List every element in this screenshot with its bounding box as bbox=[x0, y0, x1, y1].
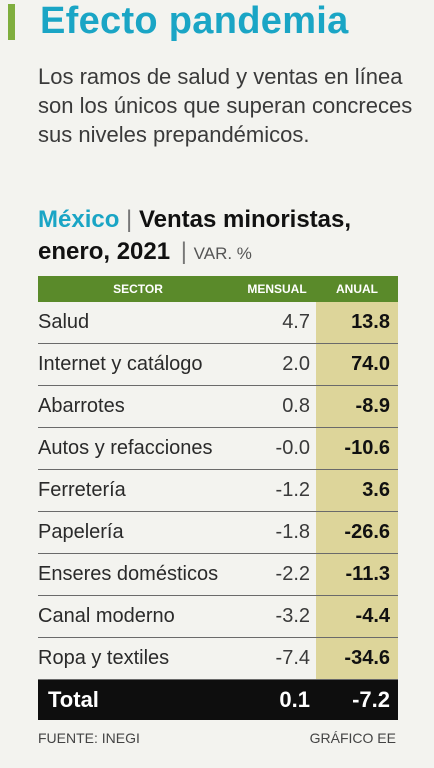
row-anual: -8.9 bbox=[316, 386, 398, 427]
row-mensual: -0.0 bbox=[275, 437, 310, 459]
row-anual: -34.6 bbox=[316, 638, 398, 679]
row-anual: 3.6 bbox=[316, 470, 398, 511]
page-title: Efecto pandemia bbox=[40, 0, 349, 42]
table-heading-line2: enero, 2021 | VAR. % bbox=[38, 238, 252, 266]
source-note: FUENTE: INEGI bbox=[38, 730, 140, 746]
row-sector: Ferretería bbox=[38, 479, 126, 501]
total-anual: -7.2 bbox=[352, 687, 390, 712]
row-mensual: -3.2 bbox=[275, 605, 310, 627]
row-anual: -11.3 bbox=[316, 554, 398, 595]
table-row: Autos y refacciones -0.0 -10.6 bbox=[38, 428, 398, 470]
dek-text: Los ramos de salud y ventas en línea son… bbox=[38, 64, 413, 147]
table-row: Abarrotes 0.8 -8.9 bbox=[38, 386, 398, 428]
row-anual: -10.6 bbox=[316, 428, 398, 469]
row-sector: Canal moderno bbox=[38, 605, 175, 627]
row-mensual: -1.2 bbox=[275, 479, 310, 501]
heading-period: enero, 2021 bbox=[38, 238, 171, 265]
table-row: Internet y catálogo 2.0 74.0 bbox=[38, 344, 398, 386]
row-sector: Abarrotes bbox=[38, 395, 125, 417]
row-sector: Papelería bbox=[38, 521, 124, 543]
total-mensual: 0.1 bbox=[279, 687, 310, 712]
col-sector-header: SECTOR bbox=[113, 282, 163, 296]
row-sector: Ropa y textiles bbox=[38, 647, 170, 669]
row-anual: -4.4 bbox=[316, 596, 398, 637]
row-sector: Enseres domésticos bbox=[38, 563, 219, 585]
table-row: Salud 4.7 13.8 bbox=[38, 302, 398, 344]
accent-bar bbox=[8, 4, 15, 40]
table-row: Enseres domésticos -2.2 -11.3 bbox=[38, 554, 398, 596]
heading-unit: VAR. % bbox=[193, 244, 252, 263]
col-anual-header: ANUAL bbox=[336, 282, 378, 296]
row-mensual: -2.2 bbox=[275, 563, 310, 585]
row-mensual: -7.4 bbox=[275, 647, 310, 669]
row-anual: 13.8 bbox=[316, 302, 398, 343]
credit-note: GRÁFICO EE bbox=[309, 730, 396, 746]
row-sector: Internet y catálogo bbox=[38, 353, 203, 375]
total-label: Total bbox=[48, 687, 99, 712]
table-row: Ferretería -1.2 3.6 bbox=[38, 470, 398, 512]
table-row: Canal moderno -3.2 -4.4 bbox=[38, 596, 398, 638]
total-row: Total 0.1 -7.2 bbox=[38, 680, 398, 720]
table-header: SECTOR MENSUAL ANUAL bbox=[38, 276, 398, 302]
row-mensual: 4.7 bbox=[282, 311, 310, 333]
row-anual: -26.6 bbox=[316, 512, 398, 553]
table-row: Ropa y textiles -7.4 -34.6 bbox=[38, 638, 398, 680]
heading-separator-2: | bbox=[180, 238, 187, 265]
heading-separator: | bbox=[126, 206, 133, 233]
row-sector: Salud bbox=[38, 311, 90, 333]
row-sector: Autos y refacciones bbox=[38, 437, 213, 459]
row-mensual: -1.8 bbox=[275, 521, 310, 543]
row-mensual: 2.0 bbox=[282, 353, 310, 375]
sales-table: SECTOR MENSUAL ANUAL Salud 4.7 13.8 Interne… bbox=[38, 276, 398, 720]
heading-subject: Ventas minoristas, bbox=[138, 206, 352, 233]
heading-country: México bbox=[38, 206, 120, 233]
row-mensual: 0.8 bbox=[282, 395, 310, 417]
table-heading-line1: México | Ventas minoristas, bbox=[38, 206, 351, 234]
row-anual: 74.0 bbox=[316, 344, 398, 385]
table-row: Papelería -1.8 -26.6 bbox=[38, 512, 398, 554]
col-mensual-header: MENSUAL bbox=[247, 282, 307, 296]
